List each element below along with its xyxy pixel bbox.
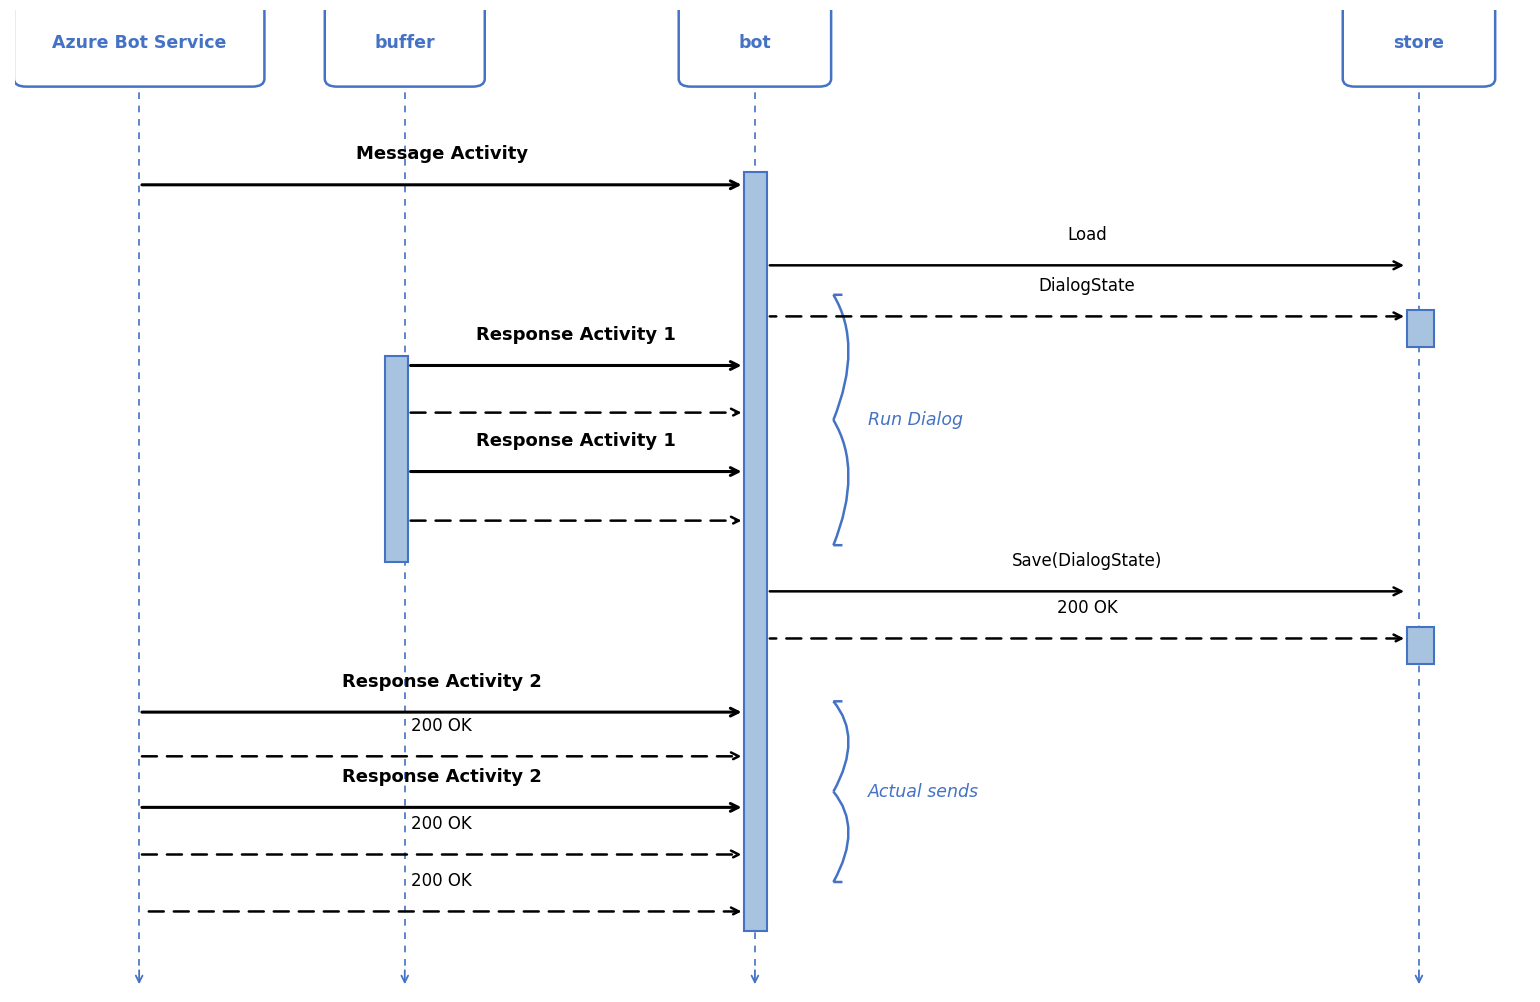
Text: Message Activity: Message Activity bbox=[356, 145, 528, 163]
Text: DialogState: DialogState bbox=[1038, 277, 1135, 295]
Text: store: store bbox=[1394, 34, 1445, 52]
FancyBboxPatch shape bbox=[14, 0, 265, 86]
Text: 200 OK: 200 OK bbox=[411, 815, 473, 833]
Text: Azure Bot Service: Azure Bot Service bbox=[52, 34, 226, 52]
Text: buffer: buffer bbox=[374, 34, 436, 52]
Text: bot: bot bbox=[739, 34, 772, 52]
FancyBboxPatch shape bbox=[1343, 0, 1495, 86]
Text: Run Dialog: Run Dialog bbox=[869, 412, 962, 430]
Bar bbox=[1408, 310, 1434, 347]
Text: Response Activity 1: Response Activity 1 bbox=[476, 326, 676, 344]
Text: Load: Load bbox=[1067, 225, 1107, 243]
Text: Response Activity 2: Response Activity 2 bbox=[342, 768, 542, 786]
Text: 200 OK: 200 OK bbox=[411, 872, 473, 890]
Bar bbox=[744, 172, 767, 931]
Text: Actual sends: Actual sends bbox=[869, 783, 979, 801]
Text: Response Activity 1: Response Activity 1 bbox=[476, 432, 676, 450]
FancyBboxPatch shape bbox=[325, 0, 485, 86]
FancyBboxPatch shape bbox=[679, 0, 832, 86]
Text: 200 OK: 200 OK bbox=[411, 716, 473, 734]
Bar bbox=[385, 356, 408, 562]
Text: Save(DialogState): Save(DialogState) bbox=[1012, 552, 1163, 570]
Text: Response Activity 2: Response Activity 2 bbox=[342, 672, 542, 690]
Bar bbox=[1408, 626, 1434, 664]
Text: 200 OK: 200 OK bbox=[1056, 599, 1118, 617]
